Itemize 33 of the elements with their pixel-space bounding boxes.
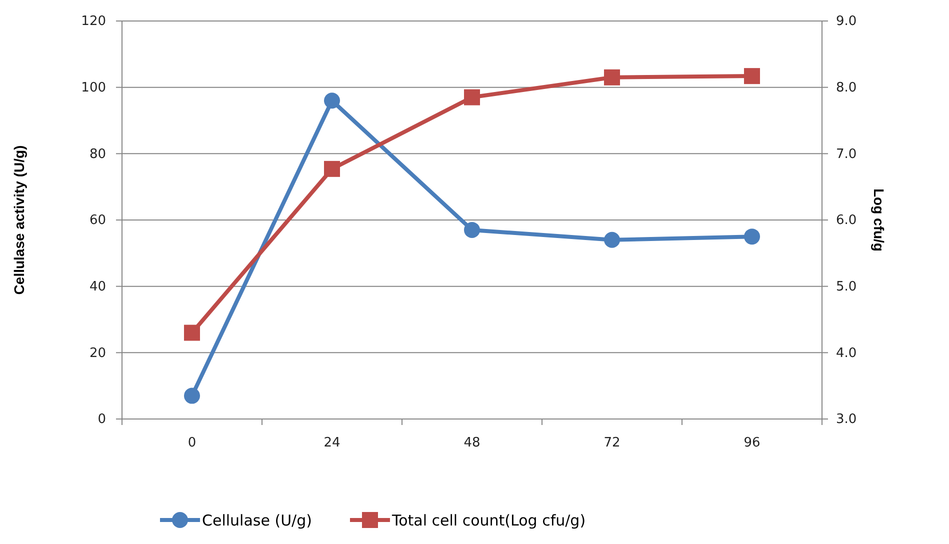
legend-label: Total cell count(Log cfu/g) [390, 511, 586, 530]
y2-tick-label: 5.0 [836, 279, 857, 294]
point [324, 160, 340, 177]
x-tick-label: 96 [744, 436, 760, 451]
y-tick-label: 60 [89, 213, 106, 228]
point [604, 69, 620, 86]
x-tick-label: 72 [604, 436, 620, 451]
y-tick-label: 20 [89, 346, 106, 361]
y-tick-label: 0 [98, 412, 106, 428]
point [464, 89, 480, 106]
point [464, 222, 480, 238]
point [184, 324, 200, 341]
y2-axis-title: Log cfu/g [871, 188, 887, 252]
y2-tick-label: 4.0 [836, 346, 857, 361]
y-tick-label: 100 [81, 80, 106, 96]
y-tick-label: 80 [89, 146, 106, 162]
point [324, 92, 340, 109]
point [744, 228, 760, 245]
y-axis-title: Cellulase activity (U/g) [11, 145, 27, 295]
y2-tick-label: 9.0 [836, 14, 857, 30]
y2-tick-label: 8.0 [836, 80, 857, 96]
x-tick-label: 24 [324, 436, 340, 451]
point [604, 232, 620, 248]
point [744, 68, 760, 84]
point [184, 388, 200, 404]
legend-label: Cellulase (U/g) [202, 511, 312, 530]
y2-tick-label: 7.0 [836, 146, 857, 162]
y-tick-label: 120 [81, 14, 106, 30]
x-tick-label: 0 [188, 436, 196, 451]
y2-tick-label: 6.0 [836, 213, 857, 228]
y2-tick-label: 3.0 [836, 412, 857, 428]
x-tick-label: 48 [464, 436, 480, 451]
y-tick-label: 40 [89, 279, 106, 294]
